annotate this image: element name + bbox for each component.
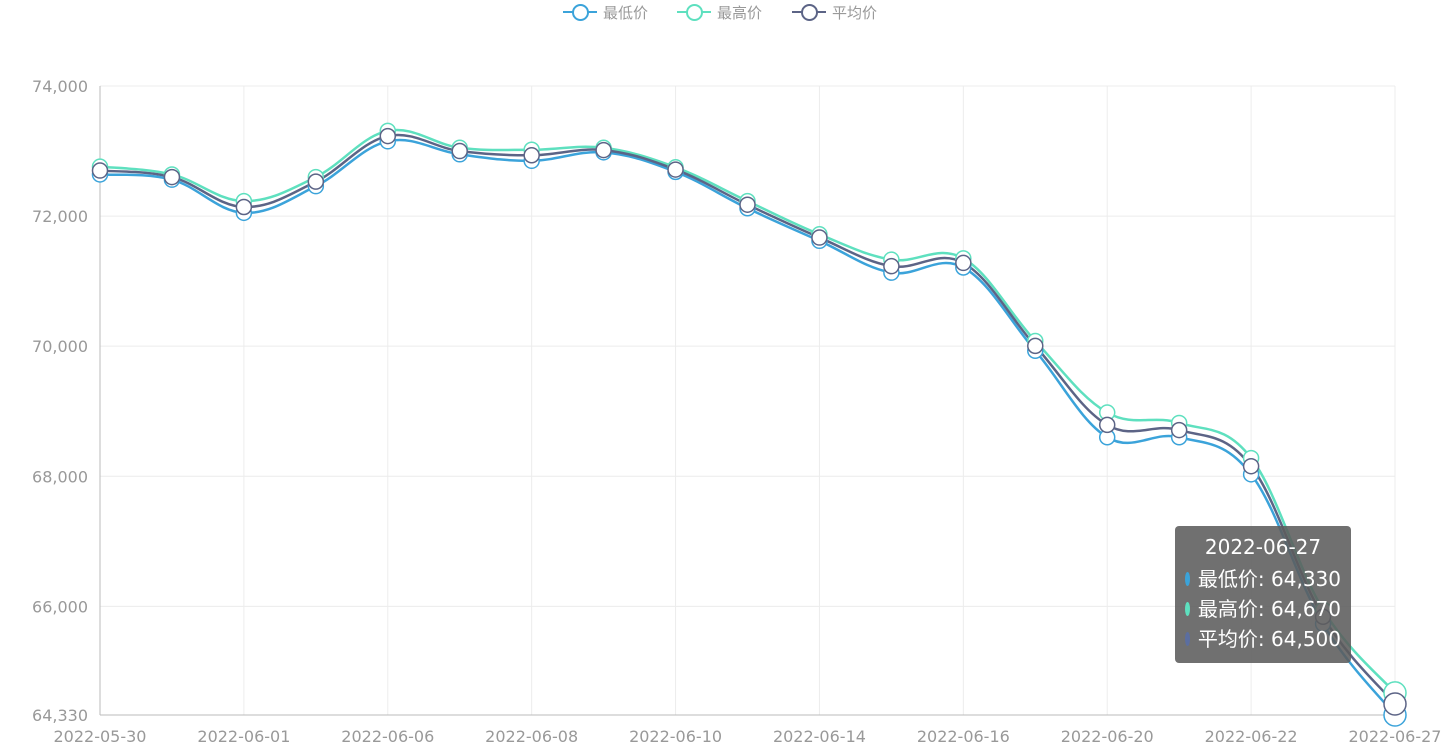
x-tick-label: 2022-06-10 (629, 727, 722, 746)
data-point-avg (1242, 457, 1260, 475)
tooltip-avg-dot-icon (1185, 632, 1190, 646)
x-tick-label: 2022-06-14 (773, 727, 866, 746)
x-tick-label: 2022-06-08 (485, 727, 578, 746)
data-point-avg (667, 161, 684, 178)
x-tick-label: 2022-06-06 (341, 727, 434, 746)
x-tick-label: 2022-06-20 (1061, 727, 1154, 746)
data-point-avg (811, 229, 828, 246)
y-tick-label: 74,000 (32, 77, 88, 96)
tooltip-high-label: 最高价: 64,670 (1197, 597, 1341, 621)
data-point-avg (1098, 416, 1116, 434)
data-point-avg (379, 127, 397, 145)
data-point-avg (1170, 421, 1188, 439)
data-point-avg (163, 168, 181, 186)
y-tick-label: 64,330 (32, 706, 88, 725)
legend-high-icon (677, 2, 711, 22)
y-tick-label: 68,000 (32, 467, 88, 486)
tooltip-row-low: 最低价: 64,330 (1185, 564, 1341, 594)
legend-avg-icon (792, 2, 826, 22)
legend-item-low[interactable]: 最低价 (563, 0, 648, 24)
tooltip-high-dot-icon (1185, 602, 1190, 616)
legend-label-high: 最高价 (717, 3, 763, 22)
data-point-avg (595, 141, 612, 159)
legend-label-low: 最低价 (603, 3, 649, 22)
tooltip-row-avg: 平均价: 64,500 (1185, 624, 1341, 654)
x-tick-label: 2022-06-22 (1205, 727, 1298, 746)
legend-label-avg: 平均价 (832, 3, 878, 22)
tooltip-row-high: 最高价: 64,670 (1185, 594, 1341, 624)
data-point-avg (883, 257, 900, 275)
y-tick-label: 66,000 (32, 597, 88, 616)
x-tick-label: 2022-06-27 (1349, 727, 1442, 746)
x-tick-label: 2022-05-30 (54, 727, 147, 746)
legend-item-high[interactable]: 最高价 (677, 0, 762, 24)
data-point-avg (739, 196, 756, 213)
chart-legend: 最低价 最高价 平均价 (0, 0, 1455, 24)
data-point-avg (1027, 337, 1044, 355)
tooltip: 2022-06-27 最低价: 64,330 最高价: 64,670 平均价: … (1175, 526, 1351, 663)
x-tick-label: 2022-06-01 (197, 727, 290, 746)
legend-low-icon (563, 2, 597, 22)
data-point-avg (307, 173, 325, 190)
data-point-avg (451, 142, 468, 160)
series-line-high (99, 128, 1396, 694)
tooltip-avg-label: 平均价: 64,500 (1197, 627, 1341, 651)
tooltip-date: 2022-06-27 (1204, 535, 1322, 559)
data-point-avg (955, 254, 972, 272)
data-point-avg (1383, 692, 1407, 716)
data-point-avg (91, 162, 109, 179)
y-tick-label: 72,000 (32, 207, 88, 226)
data-point-avg (235, 198, 253, 216)
tooltip-low-dot-icon (1185, 572, 1190, 586)
y-tick-label: 70,000 (32, 337, 88, 356)
x-tick-label: 2022-06-16 (917, 727, 1010, 746)
tooltip-low-label: 最低价: 64,330 (1197, 567, 1341, 591)
data-point-avg (523, 147, 540, 164)
legend-item-avg[interactable]: 平均价 (792, 0, 877, 24)
